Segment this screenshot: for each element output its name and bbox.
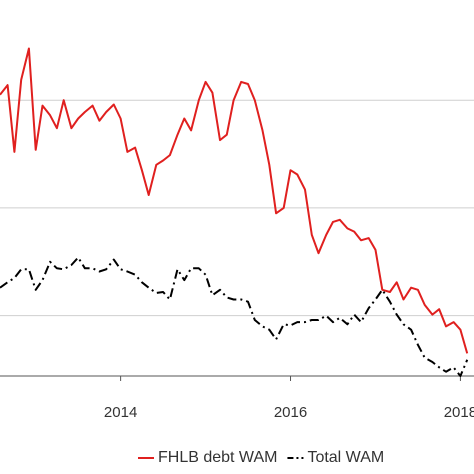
x-tick-label: 2018: [444, 404, 474, 421]
legend-label: FHLB debt WAM: [158, 449, 277, 466]
x-tick-label: 2016: [274, 404, 307, 421]
series-line: [0, 47, 469, 354]
x-tick-label: 2014: [104, 404, 137, 421]
series-line: [0, 256, 469, 377]
legend-label: Total WAM: [307, 449, 384, 466]
